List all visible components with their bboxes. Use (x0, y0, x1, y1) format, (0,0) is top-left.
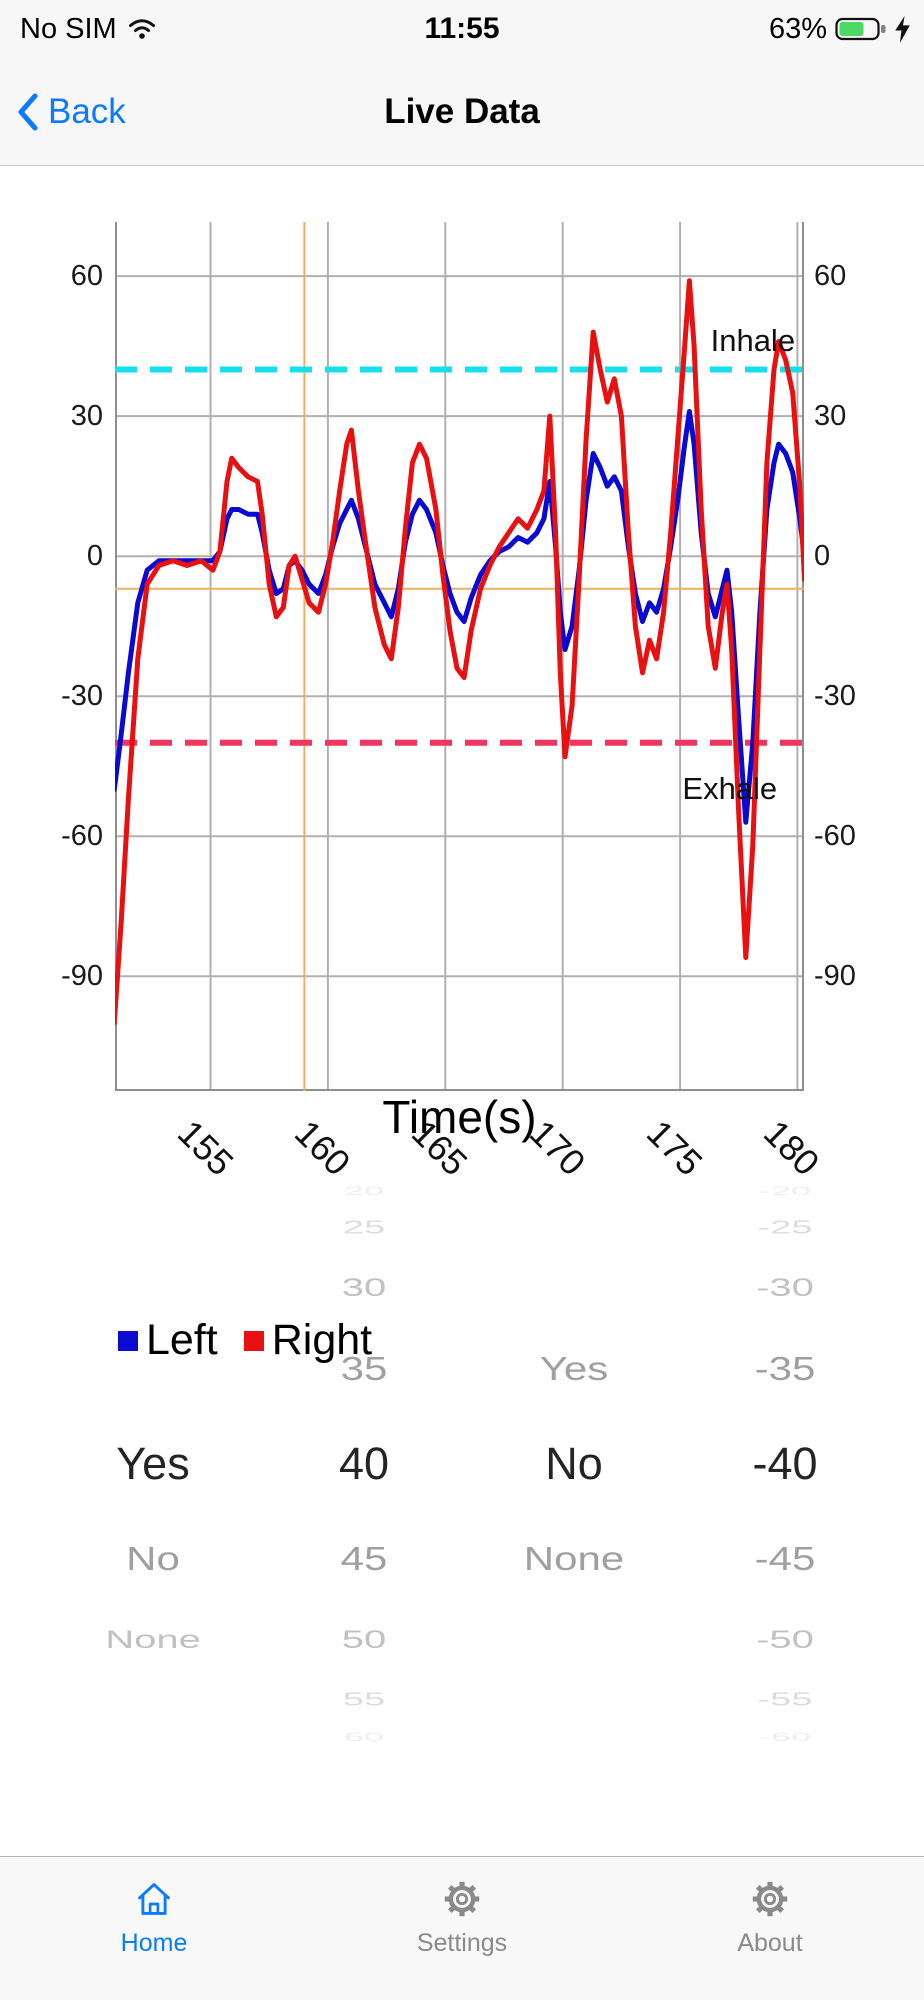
picker-item[interactable]: 35 (340, 1349, 388, 1388)
y-tick-label-right: -30 (814, 680, 856, 712)
tab-settings-label: Settings (416, 1929, 508, 1957)
picker-item[interactable]: 45 (340, 1539, 388, 1578)
y-tick-label-right: 30 (814, 400, 847, 432)
chart-plot[interactable]: Inhale Exhale (111, 222, 807, 1091)
picker-item[interactable]: -25 (757, 1217, 813, 1238)
picker-item[interactable]: 60 (343, 1729, 385, 1744)
picker-item[interactable]: 30 (341, 1274, 387, 1302)
picker-item[interactable]: 50 (341, 1626, 387, 1654)
tab-bar: Home Settings (0, 1856, 924, 2000)
picker-item-selected[interactable]: -40 (752, 1438, 818, 1489)
tab-settings[interactable]: Settings (308, 1857, 616, 2000)
annotation-inhale: Inhale (711, 323, 795, 358)
picker-column-right-condition[interactable]: Yes No None (464, 1160, 684, 1770)
battery-percent: 63% (768, 12, 827, 45)
about-gear-icon (752, 1881, 788, 1917)
legend-swatch-left (118, 1330, 138, 1351)
y-tick-label-right: 0 (814, 540, 831, 572)
picker-item[interactable]: -50 (756, 1626, 814, 1654)
picker-item[interactable]: -45 (754, 1539, 816, 1578)
legend-item-left: Left (118, 1316, 218, 1365)
y-tick-label-left: -30 (61, 680, 103, 712)
back-chevron-icon (18, 93, 38, 130)
tab-home-label: Home (120, 1929, 188, 1957)
page-title: Live Data (384, 91, 540, 131)
picker-item[interactable]: None (105, 1626, 201, 1654)
picker-item-selected[interactable]: 40 (338, 1438, 390, 1489)
y-tick-label-right: 60 (814, 260, 847, 292)
y-tick-label-left: 0 (86, 540, 103, 572)
picker-item[interactable]: -35 (754, 1349, 816, 1388)
picker-item[interactable]: No (126, 1539, 180, 1578)
back-button[interactable]: Back (16, 58, 126, 165)
picker-item-selected[interactable]: No (545, 1438, 603, 1489)
picker-column-left-threshold[interactable]: 20 25 30 35 40 45 50 55 60 (254, 1160, 474, 1770)
nav-bar: Back Live Data (0, 58, 924, 166)
y-tick-label-left: -90 (61, 960, 103, 992)
chart-legend: Left Right (118, 1316, 372, 1365)
picker-item[interactable]: 55 (342, 1689, 386, 1710)
tab-about-label: About (737, 1929, 803, 1957)
settings-gear-icon (444, 1881, 480, 1917)
legend-label-left: Left (146, 1316, 218, 1364)
x-axis-title: Time(s) (382, 1091, 537, 1143)
picker-column-left-condition[interactable]: Yes No None (43, 1160, 263, 1770)
annotation-exhale: Exhale (682, 771, 777, 806)
y-tick-label-left: 60 (70, 260, 103, 292)
legend-swatch-right (243, 1330, 264, 1351)
battery-icon (835, 17, 886, 41)
picker-item[interactable]: 20 (343, 1183, 385, 1198)
picker-item[interactable]: None (523, 1539, 625, 1578)
picker-item[interactable]: Yes (539, 1349, 609, 1388)
tab-about[interactable]: About (616, 1857, 924, 2000)
picker-item[interactable]: -30 (756, 1274, 814, 1302)
picker-item[interactable]: -60 (758, 1729, 812, 1744)
status-bar: No SIM 11:55 63% (0, 0, 924, 58)
picker-column-right-threshold[interactable]: -20 -25 -30 -35 -40 -45 -50 -55 -60 (675, 1160, 895, 1770)
legend-item-right: Right (243, 1316, 373, 1365)
picker-item[interactable]: -55 (757, 1689, 813, 1710)
legend-label-right: Right (271, 1316, 373, 1364)
y-tick-label-left: -60 (61, 820, 103, 852)
y-tick-label-right: -90 (814, 960, 856, 992)
charging-bolt-icon (895, 15, 910, 43)
y-tick-label-right: -60 (814, 820, 856, 852)
y-tick-label-left: 30 (70, 400, 103, 432)
wifi-icon (128, 19, 155, 39)
home-icon (138, 1883, 170, 1915)
tab-home[interactable]: Home (0, 1857, 308, 2000)
clock: 11:55 (424, 12, 500, 45)
carrier-label: No SIM (20, 12, 117, 45)
picker-item-selected[interactable]: Yes (116, 1438, 190, 1489)
picker-item[interactable]: -20 (758, 1183, 812, 1198)
picker-item[interactable]: 25 (342, 1217, 386, 1238)
back-label: Back (48, 91, 126, 131)
series-right-line (111, 278, 807, 1026)
